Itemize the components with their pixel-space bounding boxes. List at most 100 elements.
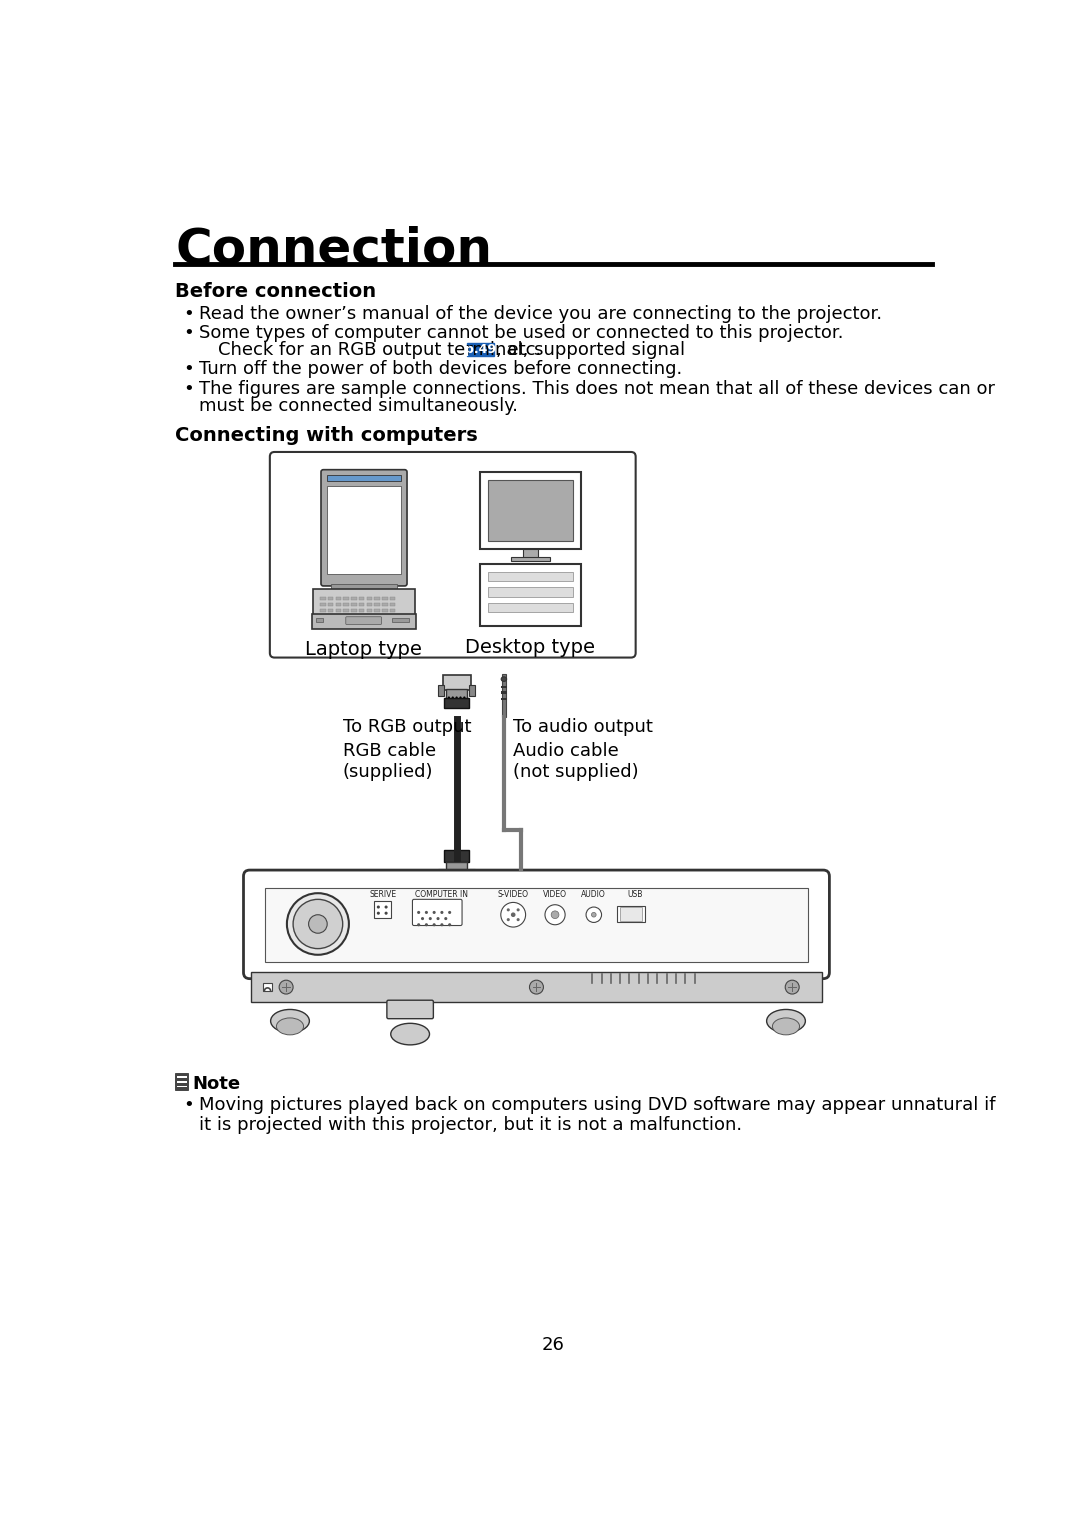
- Text: •: •: [183, 380, 193, 397]
- Circle shape: [441, 924, 444, 927]
- Circle shape: [459, 696, 461, 699]
- Bar: [351, 597, 356, 600]
- Circle shape: [433, 912, 435, 915]
- Circle shape: [511, 913, 515, 918]
- Circle shape: [592, 913, 596, 918]
- Bar: [443, 870, 471, 883]
- Circle shape: [451, 876, 454, 878]
- Circle shape: [461, 881, 463, 884]
- Text: Read the owner’s manual of the device you are connecting to the projector.: Read the owner’s manual of the device yo…: [199, 305, 881, 322]
- Bar: [438, 869, 444, 878]
- Circle shape: [449, 881, 451, 884]
- Bar: [446, 689, 468, 701]
- Circle shape: [417, 912, 420, 915]
- Circle shape: [529, 980, 543, 994]
- Bar: [501, 675, 507, 716]
- Ellipse shape: [767, 1009, 806, 1032]
- FancyBboxPatch shape: [468, 342, 494, 356]
- Bar: [488, 588, 572, 597]
- Circle shape: [309, 915, 327, 933]
- FancyBboxPatch shape: [313, 589, 415, 615]
- Circle shape: [458, 702, 460, 705]
- Circle shape: [441, 912, 444, 915]
- Circle shape: [444, 918, 447, 921]
- Text: •: •: [183, 1096, 193, 1113]
- Text: Some types of computer cannot be used or connected to this projector.: Some types of computer cannot be used or…: [199, 324, 843, 342]
- Circle shape: [417, 924, 420, 927]
- Bar: [444, 851, 469, 863]
- Bar: [343, 603, 349, 606]
- Bar: [266, 887, 808, 962]
- Circle shape: [293, 899, 342, 948]
- Text: Turn off the power of both devices before connecting.: Turn off the power of both devices befor…: [199, 360, 681, 379]
- Circle shape: [551, 912, 559, 919]
- Bar: [367, 603, 373, 606]
- Bar: [316, 617, 323, 621]
- Bar: [359, 609, 364, 612]
- Bar: [438, 686, 444, 696]
- Circle shape: [448, 876, 450, 878]
- Bar: [501, 692, 507, 693]
- Circle shape: [463, 696, 465, 699]
- Text: The figures are sample connections. This does not mean that all of these devices: The figures are sample connections. This…: [199, 380, 995, 397]
- Circle shape: [456, 876, 458, 878]
- Circle shape: [459, 876, 461, 878]
- Bar: [488, 603, 572, 612]
- Bar: [620, 907, 642, 921]
- Bar: [252, 973, 822, 1002]
- Bar: [177, 1081, 187, 1083]
- Text: USB: USB: [627, 890, 643, 899]
- Bar: [523, 550, 538, 559]
- Circle shape: [279, 980, 293, 994]
- FancyBboxPatch shape: [387, 1000, 433, 1019]
- Bar: [390, 609, 395, 612]
- Text: •: •: [183, 305, 193, 322]
- Circle shape: [384, 906, 388, 909]
- Bar: [469, 686, 475, 696]
- Text: Note: Note: [192, 1075, 241, 1093]
- Bar: [328, 609, 334, 612]
- Ellipse shape: [391, 1023, 430, 1044]
- Bar: [343, 597, 349, 600]
- Bar: [367, 609, 373, 612]
- Bar: [328, 597, 334, 600]
- Circle shape: [451, 696, 454, 699]
- Bar: [332, 583, 397, 589]
- Circle shape: [456, 696, 458, 699]
- Circle shape: [516, 909, 519, 912]
- Bar: [359, 597, 364, 600]
- Text: Audio cable
(not supplied): Audio cable (not supplied): [513, 742, 639, 780]
- Bar: [327, 486, 401, 574]
- Circle shape: [429, 918, 432, 921]
- Bar: [488, 479, 572, 541]
- Bar: [328, 603, 334, 606]
- Bar: [501, 686, 507, 689]
- Text: •: •: [183, 324, 193, 342]
- Circle shape: [586, 907, 602, 922]
- Circle shape: [421, 918, 424, 921]
- Circle shape: [461, 702, 463, 705]
- Text: Moving pictures played back on computers using DVD software may appear unnatural: Moving pictures played back on computers…: [199, 1096, 995, 1135]
- Text: VIDEO: VIDEO: [543, 890, 567, 899]
- Bar: [374, 901, 391, 918]
- Bar: [177, 1086, 187, 1087]
- Bar: [327, 475, 401, 481]
- Bar: [480, 472, 581, 550]
- Bar: [321, 597, 326, 600]
- Bar: [321, 609, 326, 612]
- Bar: [511, 557, 550, 562]
- Text: Check for an RGB output terminal, supported signal: Check for an RGB output terminal, suppor…: [218, 341, 685, 359]
- Bar: [177, 1077, 187, 1078]
- Bar: [390, 597, 395, 600]
- Text: , etc.: , etc.: [496, 341, 541, 359]
- Text: Before connection: Before connection: [175, 282, 377, 301]
- Text: 26: 26: [542, 1336, 565, 1354]
- Bar: [382, 603, 388, 606]
- Bar: [446, 863, 468, 873]
- Bar: [375, 609, 380, 612]
- Circle shape: [424, 912, 428, 915]
- FancyBboxPatch shape: [413, 899, 462, 925]
- Circle shape: [433, 924, 435, 927]
- Bar: [375, 597, 380, 600]
- Circle shape: [449, 702, 451, 705]
